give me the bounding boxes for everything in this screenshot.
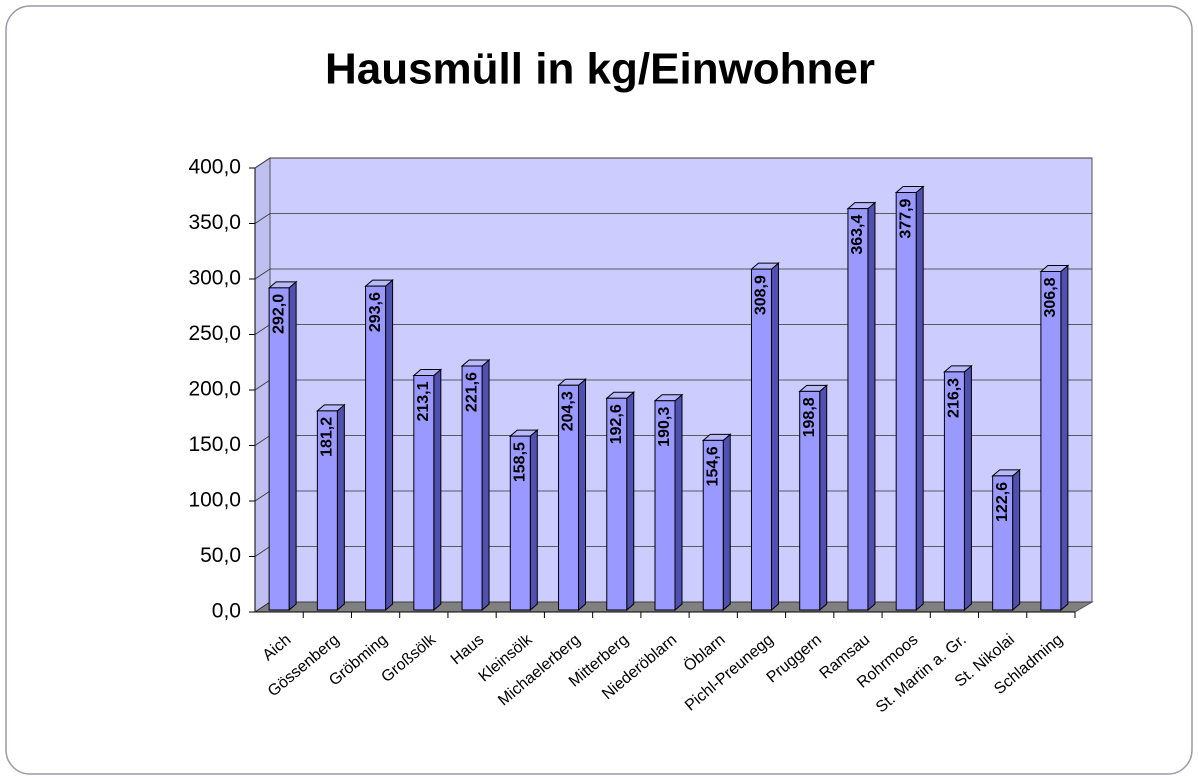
data-label: 292,0 — [270, 294, 287, 334]
data-label: 306,8 — [1042, 277, 1059, 317]
bar-face — [558, 384, 580, 611]
chart-title: Hausmüll in kg/Einwohner — [325, 45, 875, 94]
data-label: 122,6 — [994, 482, 1011, 522]
bar-face — [268, 287, 290, 611]
bar — [750, 262, 780, 612]
bar-face — [1012, 468, 1021, 612]
bar-face — [316, 410, 338, 611]
y-tick-label: 400,0 — [188, 156, 241, 179]
y-tick-label: 100,0 — [188, 489, 241, 512]
data-label: 221,6 — [463, 372, 480, 412]
y-tick-label: 150,0 — [188, 433, 241, 456]
grid-line — [254, 157, 1092, 169]
bar — [894, 185, 925, 612]
bar-face — [770, 262, 779, 612]
bar-face — [365, 285, 387, 611]
bar — [653, 393, 684, 612]
data-label: 158,5 — [512, 442, 529, 482]
bar-face — [413, 374, 435, 611]
bar-face — [336, 403, 345, 612]
bar — [701, 433, 732, 612]
y-tick-label: 50,0 — [200, 544, 241, 567]
bar — [991, 468, 1021, 612]
bar-face — [819, 384, 828, 612]
y-tick-label: 0,0 — [212, 600, 241, 623]
bar-face — [578, 378, 587, 612]
bar — [798, 384, 829, 612]
bar-face — [895, 192, 917, 611]
bar-face — [606, 397, 628, 611]
data-label: 213,1 — [415, 381, 432, 421]
bar-face — [509, 435, 531, 611]
bar-face — [867, 201, 876, 612]
bar-face — [1040, 270, 1062, 611]
bar-face — [1060, 264, 1069, 612]
data-label: 181,2 — [319, 417, 336, 457]
bar — [557, 378, 587, 612]
bar-face — [750, 268, 772, 611]
data-label: 192,6 — [608, 404, 625, 444]
data-label: 154,6 — [704, 446, 721, 486]
data-label: 190,3 — [656, 407, 673, 447]
bar — [1039, 264, 1070, 612]
data-label: 363,4 — [849, 215, 866, 255]
bar-face — [288, 280, 297, 612]
bar-face — [529, 428, 538, 612]
bar-face — [943, 371, 965, 611]
bar-face — [481, 358, 490, 612]
bar-face — [702, 439, 724, 611]
bar-face — [722, 433, 731, 612]
bar — [460, 358, 491, 612]
bar-face — [626, 391, 635, 612]
data-label: 216,3 — [946, 378, 963, 418]
bar — [508, 428, 539, 612]
data-label: 198,8 — [801, 397, 818, 437]
bar — [267, 280, 298, 612]
bar-face — [385, 279, 394, 612]
bar — [316, 403, 346, 612]
bar-face — [847, 208, 869, 611]
grid-line — [254, 268, 1092, 280]
data-label: 377,9 — [897, 198, 914, 238]
data-label: 293,6 — [367, 292, 384, 332]
y-tick-label: 300,0 — [188, 267, 241, 290]
data-label: 204,3 — [560, 391, 577, 431]
data-label: 308,9 — [753, 275, 770, 315]
grid-line — [254, 213, 1092, 224]
bar-face — [461, 365, 483, 611]
bar — [605, 391, 636, 612]
bar-face — [992, 475, 1014, 611]
y-tick-label: 200,0 — [188, 378, 241, 401]
y-tick-label: 250,0 — [188, 322, 241, 345]
bar-face — [799, 390, 821, 611]
bar — [846, 201, 877, 612]
bar-face — [963, 364, 972, 612]
y-tick-label: 350,0 — [188, 211, 241, 234]
bar-face — [674, 393, 683, 612]
bar — [364, 279, 394, 612]
bar-face — [915, 185, 924, 612]
bar — [412, 368, 443, 612]
bar-face — [654, 400, 676, 611]
bar-face — [433, 368, 442, 612]
bar — [943, 364, 973, 612]
